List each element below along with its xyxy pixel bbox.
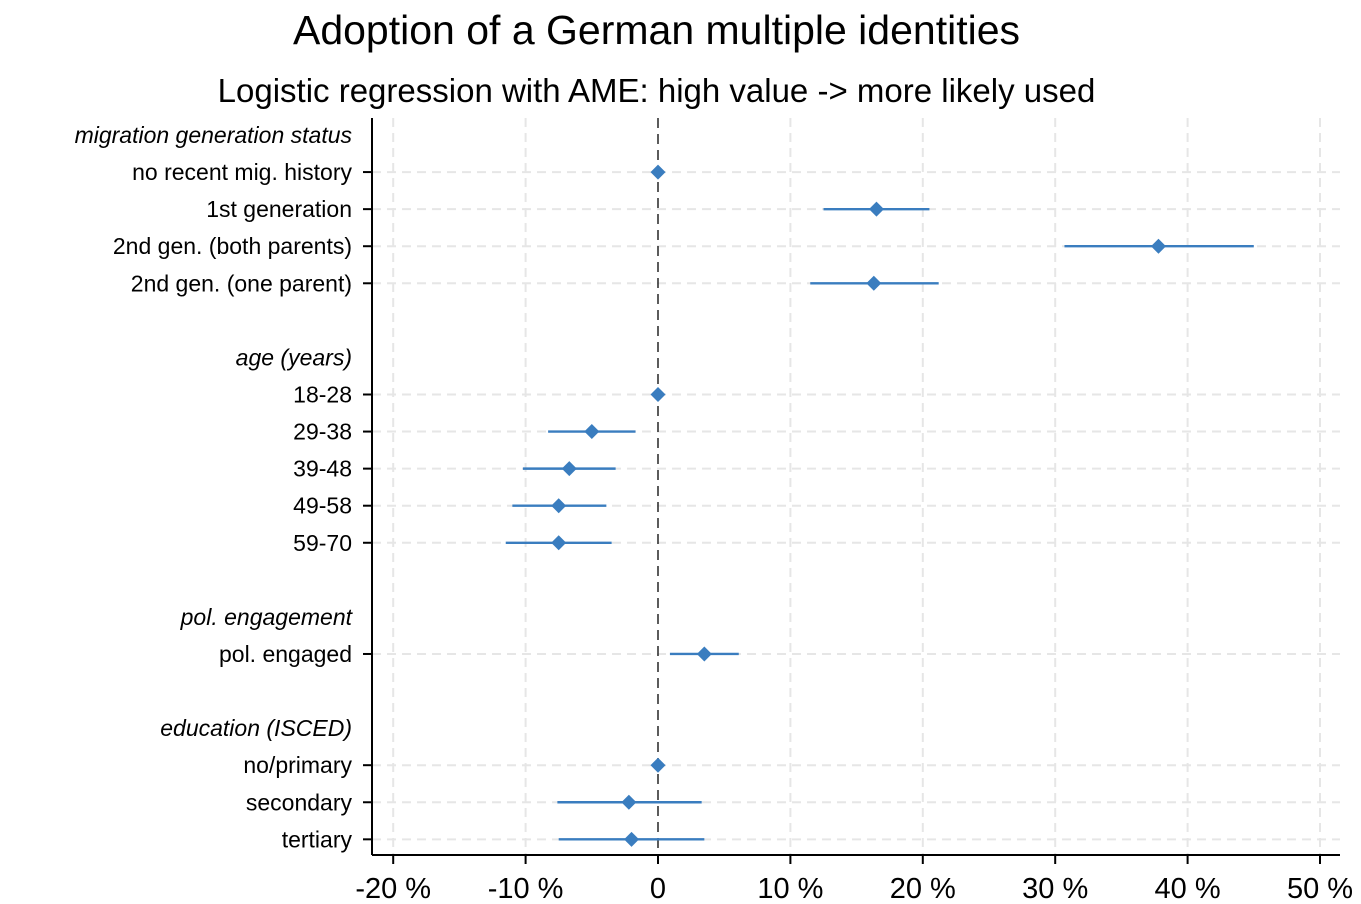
estimate-marker [551, 498, 567, 514]
grid-lines [372, 118, 1340, 855]
x-tick-label: 0 [650, 873, 666, 904]
y-tick-label: 18-28 [293, 381, 352, 407]
estimate-marker [696, 646, 712, 662]
x-tick-label: 40 % [1155, 873, 1221, 904]
x-tick-label: 10 % [757, 873, 823, 904]
group-heading: migration generation status [75, 122, 353, 148]
chart-title: Adoption of a German multiple identities [292, 7, 1020, 53]
estimate-marker [868, 201, 884, 217]
estimate-marker [584, 424, 600, 440]
y-tick-label: 59-70 [293, 530, 352, 556]
y-tick-label: no/primary [243, 752, 352, 778]
y-tick-label: 29-38 [293, 419, 352, 445]
x-tick-label: -10 % [488, 873, 564, 904]
estimate-marker [1150, 238, 1166, 254]
y-tick-label: 39-48 [293, 456, 352, 482]
estimate-marker [866, 275, 882, 291]
estimate-marker [621, 794, 637, 810]
y-tick-label: 2nd gen. (both parents) [113, 233, 352, 259]
chart-subtitle: Logistic regression with AME: high value… [217, 72, 1096, 109]
y-tick-label: secondary [246, 789, 353, 815]
group-heading: pol. engagement [180, 604, 354, 630]
group-heading: education (ISCED) [160, 715, 352, 741]
estimate-marker [624, 831, 640, 847]
y-tick-label: tertiary [282, 826, 353, 852]
estimate-marker [650, 757, 666, 773]
estimate-marker [650, 164, 666, 180]
group-heading: age (years) [236, 344, 352, 370]
y-tick-label: pol. engaged [219, 641, 352, 667]
estimate-marker [551, 535, 567, 551]
estimates [505, 164, 1254, 847]
axes: -20 % -10 % 0 10 % 20 % 30 % 40 % 50 % [355, 118, 1353, 904]
y-tick-label: 1st generation [206, 196, 352, 222]
estimate-marker [650, 386, 666, 402]
y-tick-label: 49-58 [293, 493, 352, 519]
row-labels: migration generation status no recent mig… [75, 122, 354, 852]
x-tick-label: -20 % [355, 873, 431, 904]
y-tick-label: 2nd gen. (one parent) [131, 270, 352, 296]
x-tick-label: 30 % [1022, 873, 1088, 904]
x-tick-label: 20 % [890, 873, 956, 904]
x-tick-label: 50 % [1287, 873, 1353, 904]
estimate-marker [561, 461, 577, 477]
y-tick-label: no recent mig. history [132, 159, 352, 185]
